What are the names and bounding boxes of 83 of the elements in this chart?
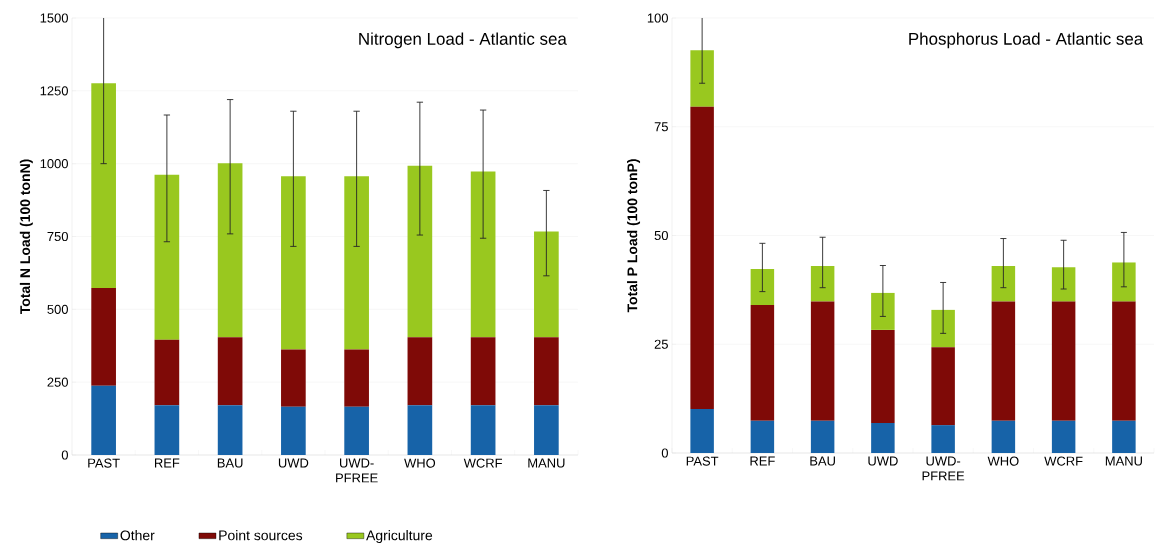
bar — [750, 305, 775, 421]
bar — [871, 293, 895, 331]
bar — [91, 83, 116, 289]
bar — [534, 405, 559, 456]
x-tick-label: UWD-PFREE — [336, 458, 378, 483]
y-tick-label: 750 — [47, 232, 68, 242]
y-tick-label: 250 — [47, 377, 68, 387]
bar — [810, 420, 835, 454]
bar — [407, 165, 433, 338]
bar — [344, 176, 369, 350]
y-tick-label: 500 — [47, 304, 68, 315]
y-tick-label: 0 — [661, 448, 668, 458]
bar — [154, 405, 180, 456]
bar — [407, 405, 433, 456]
bar — [281, 176, 306, 350]
y-axis-title: Total P Load (100 tonP) — [627, 159, 641, 313]
bar — [217, 405, 243, 456]
bar — [1051, 420, 1076, 454]
bar — [1051, 301, 1076, 421]
bar — [690, 106, 714, 410]
bar — [750, 269, 775, 306]
x-tick-label: WHO — [987, 456, 1019, 466]
y-tick-label: 1250 — [40, 86, 68, 96]
bar — [217, 163, 243, 338]
bar — [407, 337, 433, 406]
bar — [991, 420, 1016, 454]
bar — [1112, 420, 1136, 454]
bar — [931, 425, 955, 454]
x-tick-label: WCRF — [1044, 456, 1083, 466]
bar — [1112, 262, 1136, 302]
bar — [1112, 301, 1136, 421]
bar — [534, 231, 559, 338]
x-tick-label: WCRF — [463, 458, 503, 468]
y-tick-label: 75 — [654, 122, 668, 132]
bar — [871, 423, 895, 454]
x-tick-label: PAST — [88, 458, 120, 468]
legend-label: Other — [120, 530, 155, 541]
legend-label: Point sources — [219, 530, 303, 541]
bar — [154, 174, 180, 340]
bar — [810, 301, 835, 421]
x-tick-label: WHO — [404, 458, 436, 468]
x-tick-label: MANU — [1105, 456, 1142, 466]
bar — [470, 337, 496, 406]
bar — [344, 349, 369, 407]
bar — [344, 406, 369, 456]
y-tick-label: 25 — [654, 339, 668, 350]
y-tick-label: 1500 — [40, 13, 68, 23]
bar — [281, 406, 306, 456]
bar — [991, 301, 1016, 421]
x-tick-label: REF — [750, 456, 775, 466]
x-tick-label: MANU — [528, 458, 565, 468]
bar — [931, 310, 955, 348]
bar — [1051, 267, 1076, 302]
bar — [281, 349, 306, 407]
bar — [690, 50, 714, 107]
bar — [991, 266, 1016, 302]
x-tick-label: UWD — [868, 456, 898, 466]
bar — [871, 330, 895, 424]
bar — [91, 288, 116, 386]
y-tick-label: 0 — [61, 450, 68, 460]
bar — [154, 339, 180, 406]
bar — [470, 405, 496, 456]
y-axis-title: Total N Load (100 tonN) — [19, 159, 33, 315]
bar — [534, 337, 559, 406]
x-tick-label: PAST — [686, 456, 719, 466]
y-tick-label: 100 — [647, 13, 668, 23]
bar — [750, 420, 775, 454]
y-tick-label: 50 — [654, 231, 668, 241]
bar — [931, 347, 955, 426]
x-tick-label: BAU — [810, 456, 835, 466]
legend-label: Agriculture — [366, 530, 433, 544]
text: Phosphorus Load - Atlantic sea — [909, 32, 1144, 49]
bar — [470, 171, 496, 338]
text: Nitrogen Load - Atlantic sea — [359, 32, 567, 49]
bar — [690, 409, 714, 454]
x-tick-label: UWD — [278, 458, 309, 468]
bar — [810, 266, 835, 302]
x-tick-label: BAU — [217, 458, 243, 468]
y-tick-label: 1000 — [40, 159, 68, 169]
x-tick-label: REF — [154, 458, 180, 468]
bar — [91, 385, 116, 456]
bar — [217, 337, 243, 406]
x-tick-label: UWD-PFREE — [922, 456, 965, 481]
